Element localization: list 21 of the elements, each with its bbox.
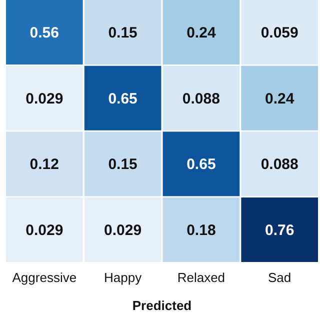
data-label: 0.029 [104, 222, 142, 239]
data-label: 0.24 [186, 24, 216, 42]
data-label: 0.56 [30, 24, 60, 42]
x-tick-label: Relaxed [177, 270, 226, 285]
data-label: 0.088 [260, 156, 298, 174]
data-label: 0.15 [108, 156, 138, 174]
data-label: 0.76 [264, 222, 294, 239]
data-label: 0.12 [30, 156, 60, 174]
data-label: 0.059 [260, 24, 298, 42]
data-label: 0.029 [26, 222, 64, 239]
data-label: 0.24 [264, 90, 295, 108]
x-tick-label: Happy [104, 270, 142, 285]
data-label: 0.65 [186, 156, 216, 174]
x-axis-title: Predicted [132, 298, 192, 313]
data-label: 0.18 [186, 222, 216, 239]
x-tick-label: Aggressive [12, 270, 77, 285]
x-tick-label: Sad [268, 270, 292, 285]
data-label: 0.029 [26, 90, 64, 108]
data-label: 0.15 [108, 24, 138, 42]
data-label: 0.65 [108, 90, 138, 108]
data-label: 0.088 [182, 90, 220, 108]
